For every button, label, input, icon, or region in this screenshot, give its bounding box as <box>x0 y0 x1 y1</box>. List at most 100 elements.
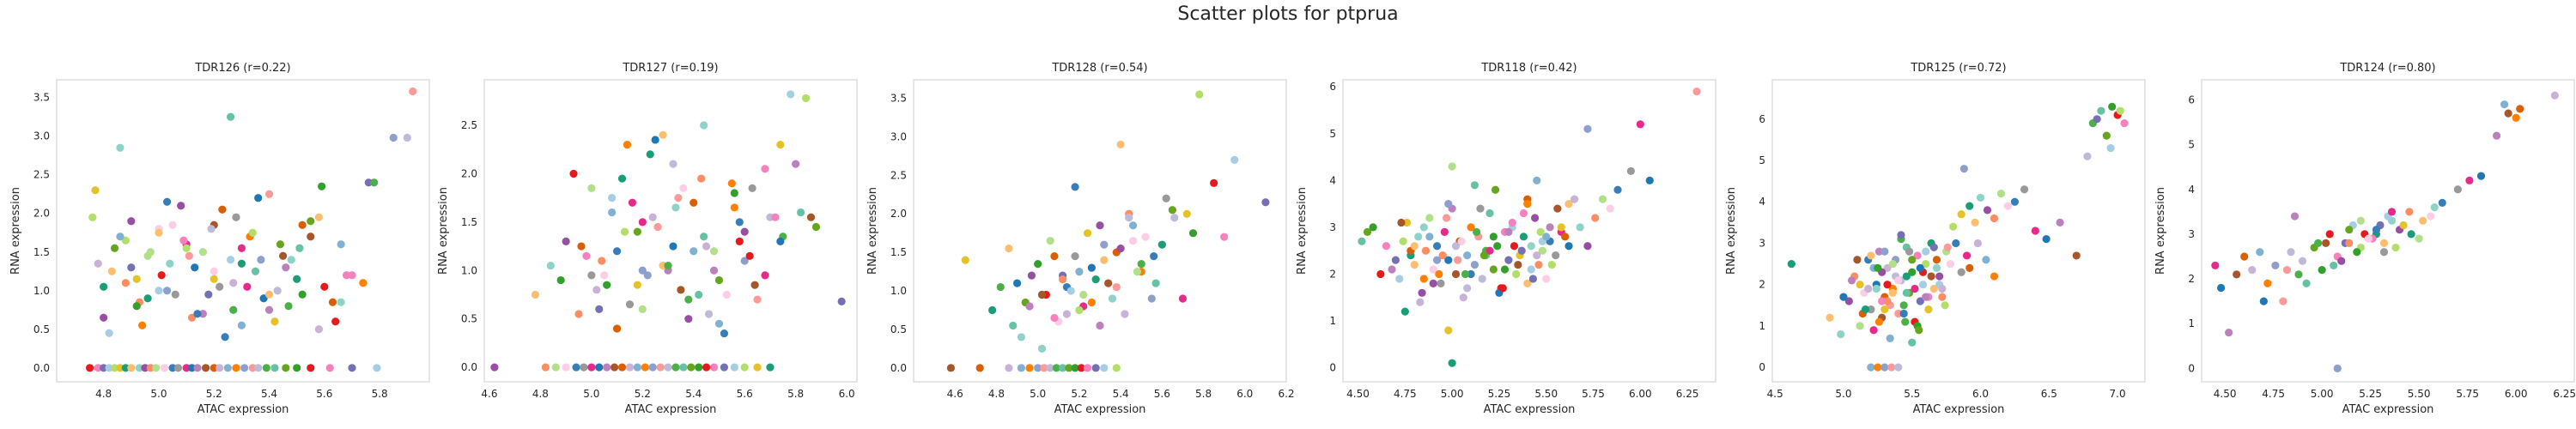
data-point <box>293 275 301 283</box>
data-point <box>1952 239 1960 248</box>
data-point <box>314 213 324 221</box>
data-point <box>1419 275 1428 283</box>
x-axis-label: ATAC expression <box>1484 403 1576 416</box>
y-tick-label: 2.5 <box>461 119 477 131</box>
data-point <box>1459 293 1467 302</box>
data-point <box>690 247 698 256</box>
data-point <box>270 317 279 326</box>
y-tick-label: 0 <box>1329 362 1336 374</box>
data-point <box>2465 176 2474 184</box>
data-point <box>331 317 340 326</box>
data-point <box>1479 251 1488 260</box>
data-point <box>2438 198 2446 208</box>
data-point <box>237 244 246 252</box>
data-point <box>2102 131 2111 140</box>
data-point <box>259 294 268 303</box>
data-point <box>1432 242 1442 251</box>
data-point <box>2282 266 2292 275</box>
data-point <box>1880 247 1889 256</box>
subplot-title: TDR124 (r=0.80) <box>2339 62 2435 75</box>
data-point <box>100 282 108 291</box>
data-point <box>1886 334 1894 342</box>
data-point <box>1583 242 1592 251</box>
data-point <box>1938 293 1947 301</box>
data-point <box>127 217 136 226</box>
data-point <box>2356 216 2365 225</box>
data-point <box>1034 260 1042 269</box>
data-point <box>168 364 177 372</box>
data-point <box>2042 235 2050 244</box>
data-point <box>1104 279 1113 287</box>
x-axis-label: ATAC expression <box>625 403 717 416</box>
data-point <box>750 281 759 289</box>
data-point <box>648 213 657 221</box>
data-point <box>1547 260 1556 269</box>
data-point <box>1096 321 1104 330</box>
data-point <box>2116 106 2124 115</box>
points-group <box>946 90 1270 372</box>
data-point <box>1034 364 1042 372</box>
data-point <box>1971 218 1979 227</box>
data-point <box>490 363 499 372</box>
points-group <box>2211 91 2559 372</box>
data-point <box>204 290 213 299</box>
data-point <box>1922 247 1930 256</box>
data-point <box>1419 223 1428 232</box>
data-point <box>806 213 816 221</box>
data-point <box>1416 298 1425 306</box>
data-point <box>1195 90 1204 99</box>
data-point <box>2263 279 2272 287</box>
data-point <box>1894 309 1903 318</box>
data-point <box>1899 301 1908 310</box>
data-point <box>177 202 185 210</box>
data-point <box>187 313 197 322</box>
data-point <box>656 363 665 372</box>
data-point <box>1957 210 1965 219</box>
data-point <box>702 363 711 372</box>
data-point <box>237 259 246 268</box>
data-point <box>1457 237 1466 245</box>
data-point <box>1071 183 1079 191</box>
y-axis-label: RNA expression <box>1296 187 1309 275</box>
data-point <box>1880 305 1889 314</box>
data-point <box>2407 230 2415 239</box>
data-point <box>1493 242 1502 251</box>
x-tick-label: 6.00 <box>2505 388 2528 400</box>
subplot-0: TDR126 (r=0.22) ATAC expression RNA expres… <box>9 62 430 416</box>
data-point <box>2290 212 2300 221</box>
data-point <box>1091 364 1100 372</box>
y-tick-label: 4 <box>2188 184 2195 196</box>
data-point <box>996 282 1005 292</box>
x-tick-label: 5.50 <box>1534 388 1558 400</box>
y-tick-label: 5 <box>1329 128 1336 140</box>
data-point <box>1591 214 1600 222</box>
data-point <box>837 297 846 305</box>
data-point <box>1400 307 1409 316</box>
data-point <box>1454 256 1462 264</box>
data-point <box>556 275 565 285</box>
x-tick-label: 4.50 <box>1346 388 1370 400</box>
data-point <box>2211 261 2220 270</box>
data-point <box>1519 208 1528 218</box>
subplot-3: TDR118 (r=0.42) ATAC expression RNA expres… <box>1296 62 1716 416</box>
y-axis-label: RNA expression <box>866 187 879 275</box>
y-axis-label: RNA expression <box>1725 187 1738 275</box>
x-tick-label: 5.75 <box>2456 388 2479 400</box>
data-point <box>1908 256 1917 264</box>
data-point <box>612 324 622 333</box>
data-point <box>611 363 619 372</box>
data-point <box>1869 326 1878 335</box>
data-point <box>617 363 627 372</box>
data-point <box>143 294 152 303</box>
data-point <box>168 221 177 229</box>
data-point <box>132 275 141 283</box>
data-point <box>1528 275 1537 283</box>
data-point <box>582 251 591 260</box>
data-point <box>282 364 290 372</box>
data-point <box>1826 313 1834 322</box>
data-point <box>318 182 326 190</box>
x-axis-label: ATAC expression <box>1913 403 2005 416</box>
data-point <box>1938 284 1947 293</box>
data-point <box>1077 364 1085 372</box>
data-point <box>1071 252 1079 261</box>
